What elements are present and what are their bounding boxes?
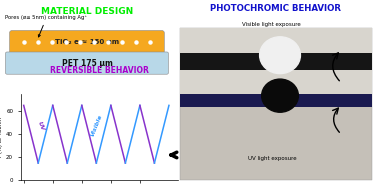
Text: PET 175 μm: PET 175 μm [62,59,112,68]
Text: TiO₂ e ≈ 150 nm: TiO₂ e ≈ 150 nm [55,39,119,45]
Text: MATERIAL DESIGN: MATERIAL DESIGN [41,7,133,16]
Circle shape [260,37,301,74]
FancyBboxPatch shape [180,28,372,180]
Text: UV light exposure: UV light exposure [248,156,296,161]
FancyBboxPatch shape [5,52,169,74]
FancyBboxPatch shape [180,28,372,107]
Bar [180,53,372,70]
Text: Visible: Visible [90,114,103,137]
Text: Visible light exposure: Visible light exposure [242,22,301,27]
Text: Pores (ø≤ 5nm) containing Ag⁺: Pores (ø≤ 5nm) containing Ag⁺ [5,15,88,37]
Text: PHOTOCHROMIC BEHAVIOR: PHOTOCHROMIC BEHAVIOR [211,4,341,13]
Circle shape [262,79,298,112]
Bar [180,94,372,107]
Y-axis label: T (%) at 488nm: T (%) at 488nm [0,116,3,158]
Text: UV: UV [37,121,45,132]
Text: REVERSIBLE BEHAVIOR: REVERSIBLE BEHAVIOR [50,66,149,75]
FancyBboxPatch shape [9,31,164,54]
